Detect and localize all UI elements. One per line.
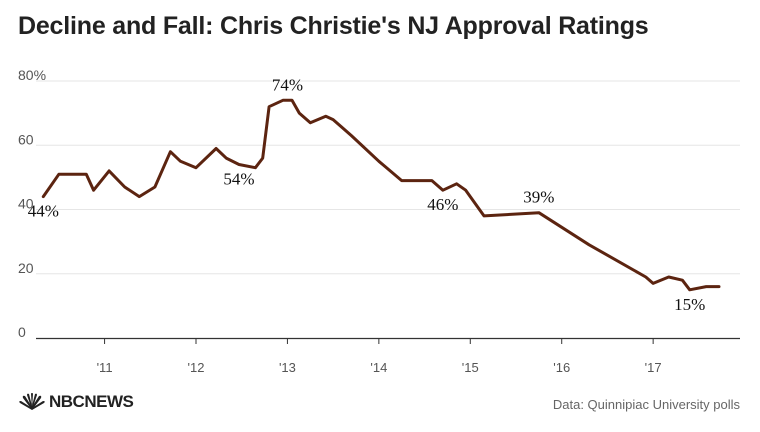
x-tick-label: '16 <box>553 360 570 375</box>
approval-line <box>41 98 721 292</box>
y-tick-label: 60 <box>18 131 34 147</box>
data-label: 44% <box>28 202 59 221</box>
x-tick-label: '15 <box>462 360 479 375</box>
chart-title: Decline and Fall: Chris Christie's NJ Ap… <box>18 12 649 40</box>
annotations: 44% 54% 74% 46% 39% 15% <box>28 75 706 314</box>
x-tick-label: '11 <box>97 360 113 375</box>
y-tick-label: 0 <box>18 324 26 340</box>
x-tick-label: '14 <box>370 360 387 375</box>
nbc-peacock-icon <box>19 393 45 410</box>
y-tick-label: 20 <box>18 260 34 276</box>
y-tick-label: 80% <box>18 67 46 83</box>
series-layer <box>41 98 721 292</box>
x-tick-label: '12 <box>188 360 205 375</box>
nbc-news-logo: NBCNEWS <box>18 391 134 413</box>
data-label: 46% <box>427 195 458 214</box>
data-label: 39% <box>523 188 554 207</box>
x-axis: '11 '12 '13 '14 '15 '16 '17 <box>36 337 740 375</box>
data-label: 15% <box>674 295 705 314</box>
gridlines <box>36 80 740 275</box>
data-label: 54% <box>223 170 254 189</box>
data-label: 74% <box>272 75 303 94</box>
y-axis-ticks: 0 20 40 60 80% <box>18 67 46 340</box>
y-tick-label: 40 <box>18 196 34 212</box>
x-tick-label: '17 <box>645 360 662 375</box>
logo-text: NBCNEWS <box>49 392 134 411</box>
source-note: Data: Quinnipiac University polls <box>552 397 740 412</box>
x-tick-label: '13 <box>279 360 296 375</box>
